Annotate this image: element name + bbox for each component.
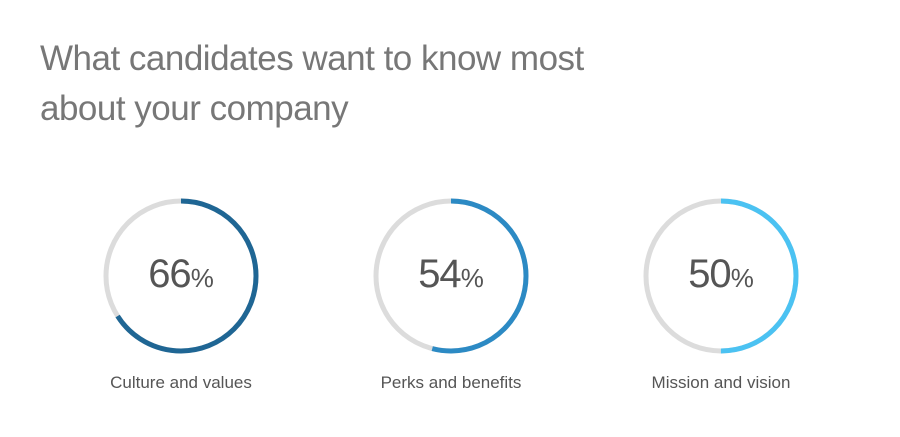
gauge-value: 66% bbox=[101, 248, 261, 304]
gauge-arc bbox=[373, 198, 529, 354]
gauge-ring-culture-and-values bbox=[103, 198, 259, 354]
gauge-value: 50% bbox=[641, 248, 801, 304]
gauge-value-unit: % bbox=[730, 263, 754, 293]
gauge-value-unit: % bbox=[460, 263, 484, 293]
gauge-arc bbox=[643, 198, 799, 354]
gauge-value-number: 54 bbox=[418, 252, 461, 296]
gauge-ring-mission-and-vision bbox=[643, 198, 799, 354]
gauge-value-number: 50 bbox=[688, 252, 731, 296]
gauge-value-unit: % bbox=[190, 263, 214, 293]
gauge-value-number: 66 bbox=[148, 252, 191, 296]
gauge-label: Mission and vision bbox=[651, 373, 791, 392]
gauge-culture-and-values: 66% Culture and values bbox=[101, 196, 261, 426]
gauge-mission-and-vision: 50% Mission and vision bbox=[641, 196, 801, 426]
gauge-ring-perks-and-benefits bbox=[373, 198, 529, 354]
chart-title-line-2: about your company bbox=[40, 89, 349, 128]
chart-title: What candidates want to know most about … bbox=[40, 34, 660, 134]
gauge-arc bbox=[103, 198, 259, 354]
gauge-label: Culture and values bbox=[110, 373, 252, 392]
gauge-value: 54% bbox=[371, 248, 531, 304]
gauge-label: Perks and benefits bbox=[380, 373, 522, 392]
chart-title-line-1: What candidates want to know most bbox=[40, 39, 584, 78]
gauge-perks-and-benefits: 54% Perks and benefits bbox=[371, 196, 531, 426]
